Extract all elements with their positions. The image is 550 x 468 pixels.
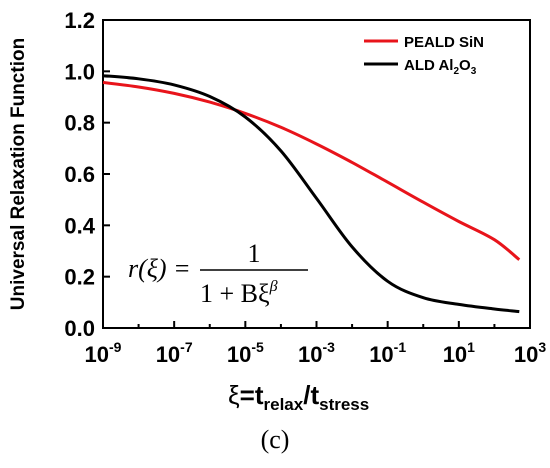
series-line-ald-al2o3 <box>102 74 520 314</box>
y-tick-label: 0.6 <box>64 162 95 187</box>
x-tick-label: 10-9 <box>85 339 122 367</box>
y-tick-label: 0.4 <box>64 213 95 238</box>
series-group <box>102 74 521 314</box>
panel-label: (c) <box>261 425 290 454</box>
legend: PEALD SiN ALD Al2O3 <box>364 34 484 77</box>
x-tick-label: 10-1 <box>369 339 406 367</box>
y-tick-label: 0.2 <box>64 265 95 290</box>
legend-label-peald-sin: PEALD SiN <box>404 34 484 51</box>
x-tick-label: 10-7 <box>156 339 193 367</box>
y-tick-label: 0.0 <box>64 316 95 341</box>
y-axis-title: Universal Relaxation Function <box>8 38 29 310</box>
x-tick-label: 10-3 <box>298 339 335 367</box>
y-tick-label: 1.2 <box>64 8 95 33</box>
formula-numerator: 1 <box>248 239 261 268</box>
x-tick-label: 10-5 <box>227 339 264 367</box>
y-tick-label: 1.0 <box>64 59 95 84</box>
y-ticks: 0.0 0.2 0.4 0.6 0.8 1.0 1.2 <box>64 8 110 341</box>
formula-annotation: r(ξ) = 1 1 + Bξβ <box>128 239 308 308</box>
x-tick-label: 103 <box>514 339 546 367</box>
x-ticks: 10-9 10-7 10-5 10-3 10-1 101 103 <box>85 321 546 367</box>
legend-label-ald-al2o3: ALD Al2O3 <box>404 57 477 77</box>
formula-denominator: 1 + Bξβ <box>200 278 278 308</box>
formula-lhs: r(ξ) = <box>128 254 191 283</box>
x-axis-title: ξ=trelax/tstress <box>228 380 369 414</box>
y-tick-label: 0.8 <box>64 111 95 136</box>
series-line-peald-sin <box>102 80 521 261</box>
x-tick-label: 101 <box>443 339 475 367</box>
